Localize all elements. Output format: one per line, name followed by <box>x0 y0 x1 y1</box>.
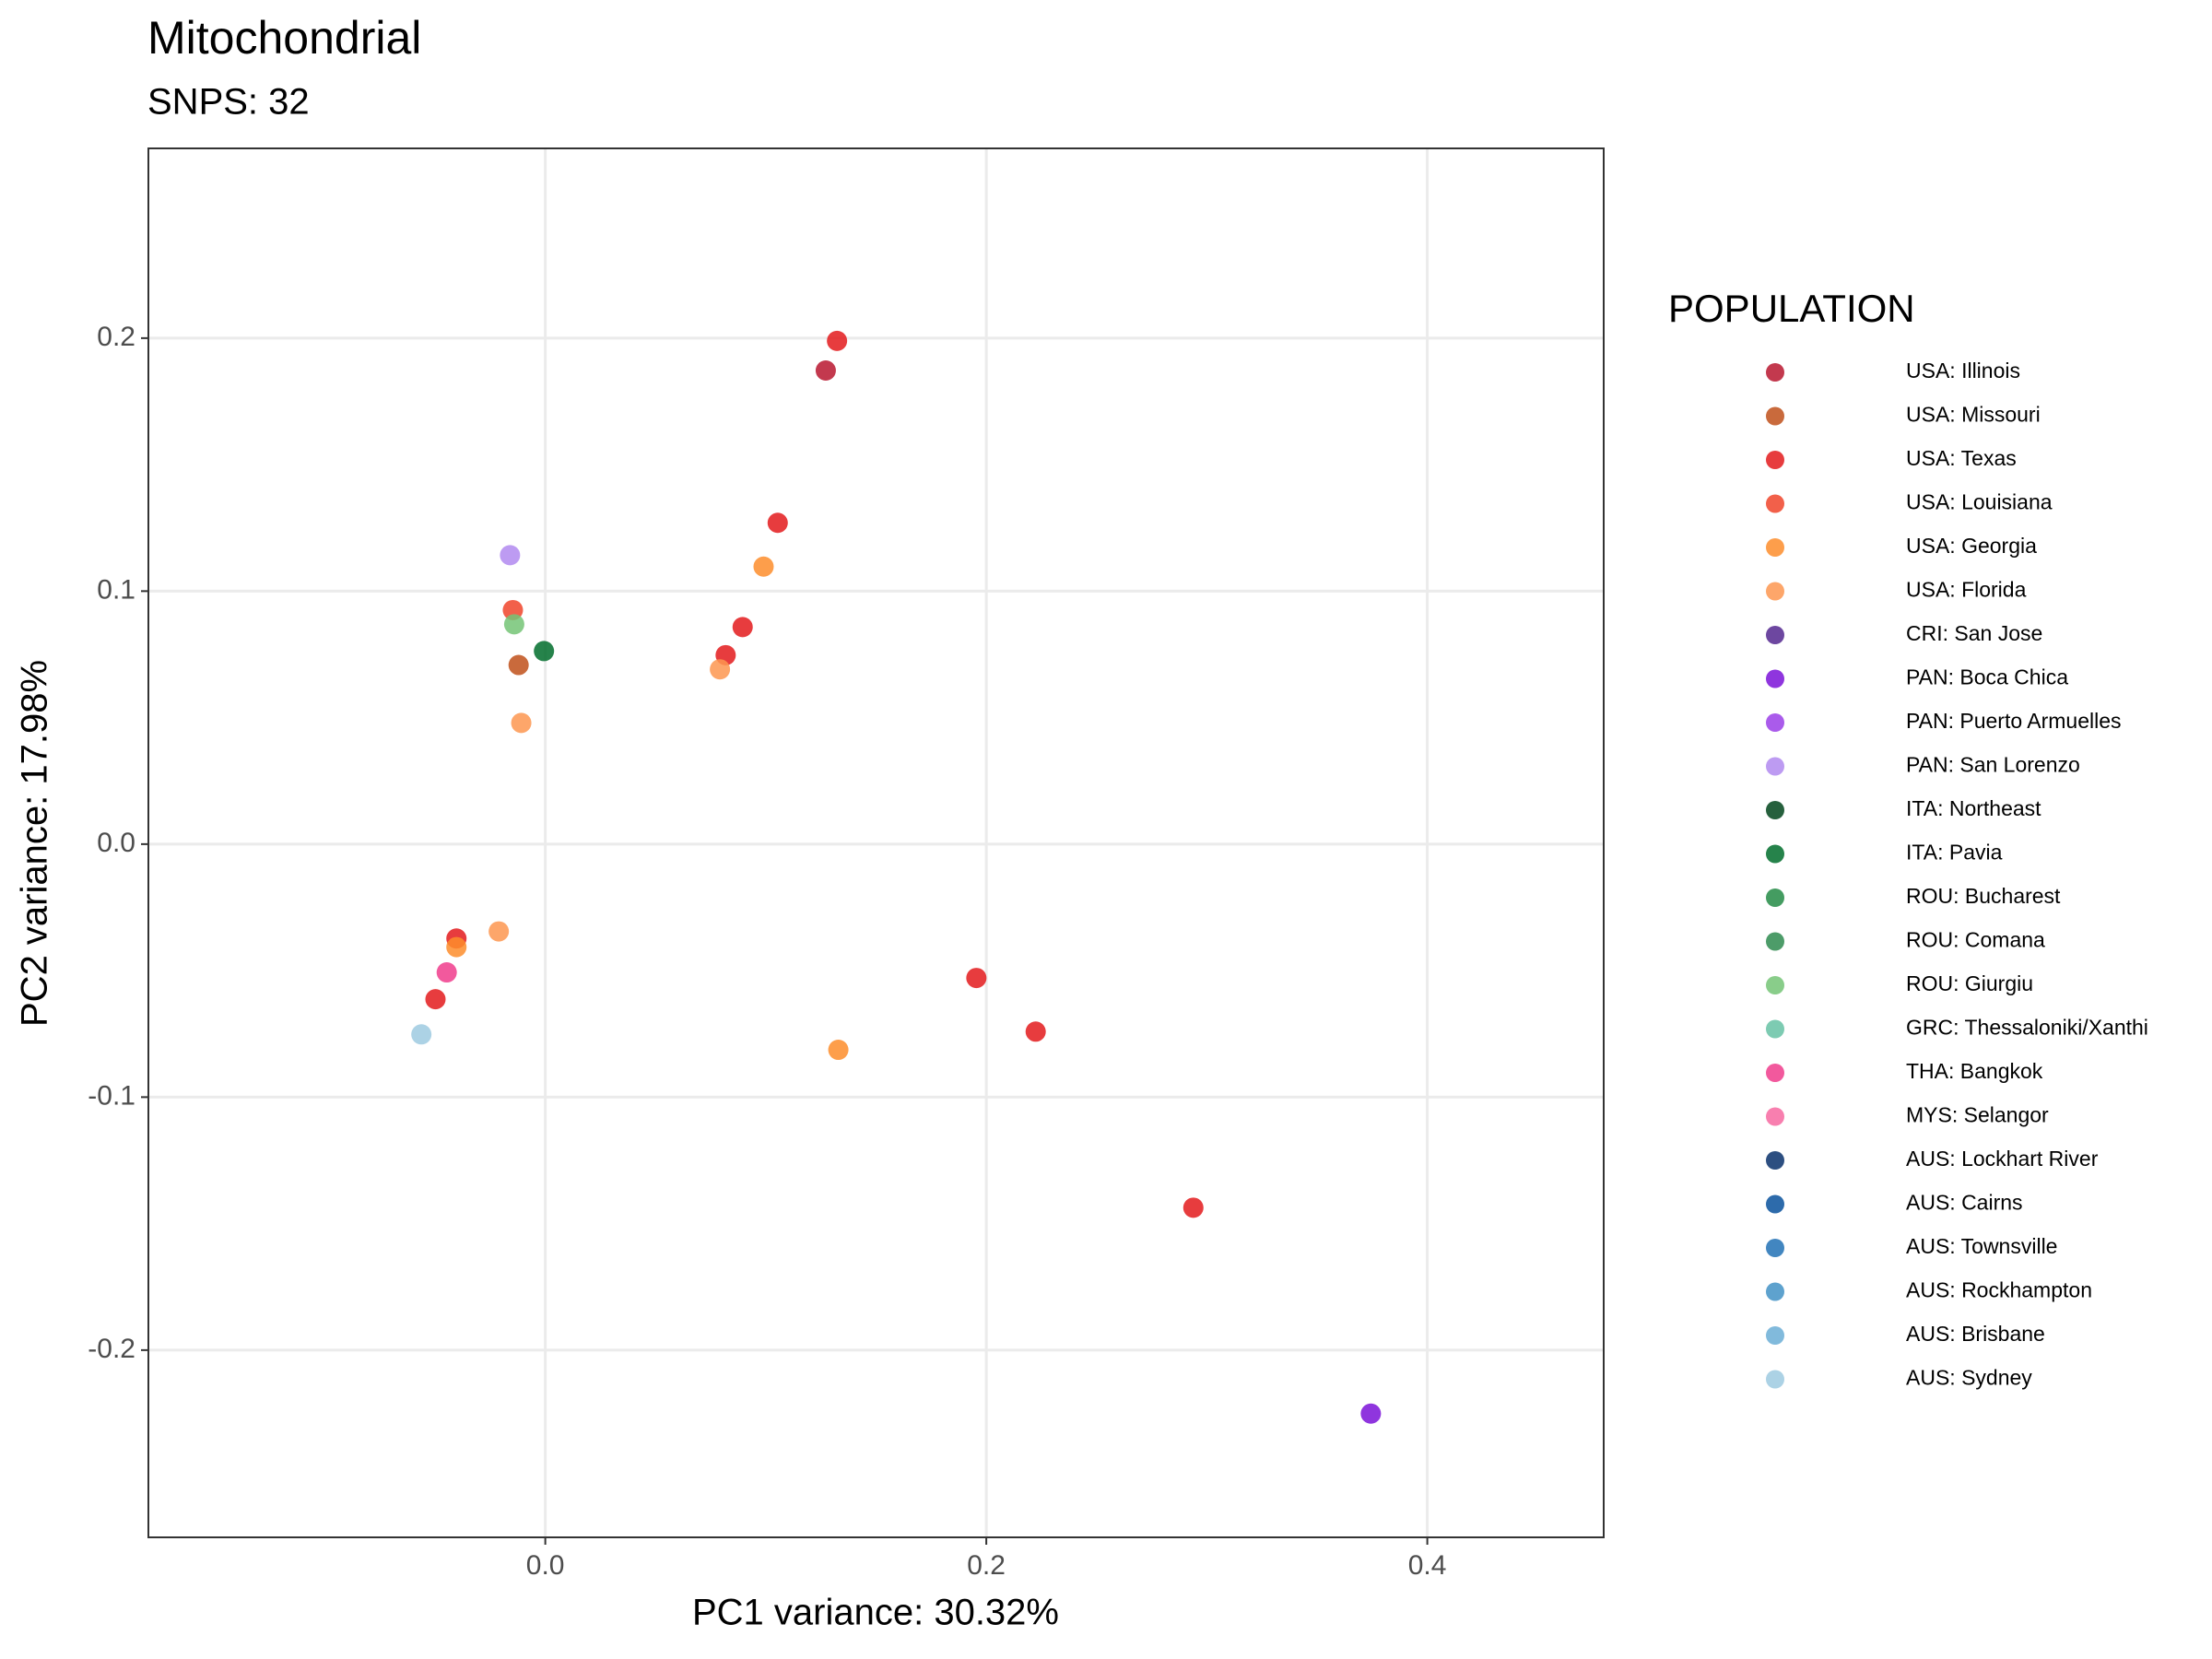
legend-swatch <box>1766 451 1784 469</box>
y-tick-label: 0.0 <box>97 828 135 858</box>
legend-label: PAN: San Lorenzo <box>1906 753 2080 777</box>
y-axis-label: PC2 variance: 17.98% <box>15 660 55 1027</box>
plot-border <box>147 147 1605 1538</box>
legend-swatch <box>1766 844 1784 864</box>
legend-label: USA: Georgia <box>1906 534 2037 558</box>
point <box>732 617 753 638</box>
point <box>753 556 774 577</box>
point <box>767 512 788 534</box>
legend-label: AUS: Cairns <box>1906 1191 2023 1215</box>
legend-title: POPULATION <box>1668 287 1915 330</box>
legend-label: AUS: Sydney <box>1906 1366 2032 1390</box>
point <box>1360 1403 1382 1424</box>
point <box>1182 1197 1204 1218</box>
point <box>828 1040 849 1061</box>
legend-label: ROU: Comana <box>1906 928 2045 952</box>
chart-title: Mitochondrial <box>147 12 421 64</box>
legend-label: AUS: Rockhampton <box>1906 1278 2092 1302</box>
legend-label: ITA: Pavia <box>1906 841 2003 865</box>
legend-swatch <box>1766 1107 1784 1126</box>
point <box>508 654 529 676</box>
legend-swatch <box>1766 1282 1784 1301</box>
legend-label: CRI: San Jose <box>1906 621 2042 645</box>
legend-swatch <box>1766 1064 1784 1082</box>
legend-swatch <box>1766 626 1784 644</box>
legend-label: AUS: Brisbane <box>1906 1322 2045 1346</box>
x-tick-label: 0.0 <box>526 1550 565 1581</box>
legend-label: PAN: Puerto Armuelles <box>1906 709 2122 733</box>
legend-swatch <box>1766 538 1784 557</box>
y-tick-label: 0.1 <box>97 574 135 605</box>
point <box>827 330 848 351</box>
legend-label: USA: Louisiana <box>1906 490 2053 514</box>
legend-swatch <box>1766 757 1784 776</box>
point <box>511 712 532 734</box>
legend-swatch <box>1766 1019 1784 1039</box>
x-tick-label: 0.4 <box>1408 1550 1447 1581</box>
legend-label: MYS: Selangor <box>1906 1103 2049 1127</box>
point <box>966 968 987 989</box>
point <box>534 641 555 662</box>
legend-swatch <box>1766 932 1784 951</box>
point <box>446 936 467 958</box>
legend-label: GRC: Thessaloniki/Xanthi <box>1906 1016 2148 1040</box>
legend-swatch <box>1766 1194 1784 1214</box>
y-tick-label: 0.2 <box>97 322 135 352</box>
legend-label: ROU: Bucharest <box>1906 884 2061 908</box>
legend-swatch <box>1766 713 1784 732</box>
legend-swatch <box>1766 1326 1784 1345</box>
legend-swatch <box>1766 801 1784 819</box>
legend-label: PAN: Boca Chica <box>1906 665 2068 689</box>
legend-label: USA: Texas <box>1906 446 2017 470</box>
legend-swatch <box>1766 669 1784 688</box>
point <box>488 921 510 942</box>
y-tick-label: -0.2 <box>88 1334 135 1364</box>
point <box>1025 1021 1046 1042</box>
legend-swatch <box>1766 1370 1784 1389</box>
x-axis-label: PC1 variance: 30.32% <box>692 1593 1059 1633</box>
legend-swatch <box>1766 363 1784 382</box>
x-tick-label: 0.2 <box>967 1550 1006 1581</box>
legend-label: ITA: Northeast <box>1906 796 2041 820</box>
legend-label: AUS: Townsville <box>1906 1234 2057 1258</box>
point <box>411 1024 432 1045</box>
legend-swatch <box>1766 1239 1784 1257</box>
legend-label: THA: Bangkok <box>1906 1059 2043 1083</box>
legend-swatch <box>1766 888 1784 907</box>
legend-swatch <box>1766 406 1784 426</box>
legend-label: USA: Illinois <box>1906 359 2020 382</box>
legend-label: USA: Florida <box>1906 578 2027 602</box>
legend-swatch <box>1766 494 1784 513</box>
point <box>425 989 446 1010</box>
chart-subtitle: SNPS: 32 <box>147 82 310 123</box>
legend-label: AUS: Lockhart River <box>1906 1147 2099 1171</box>
point <box>815 360 836 382</box>
legend-label: USA: Missouri <box>1906 403 2041 427</box>
y-tick-label: -0.1 <box>88 1080 135 1111</box>
point <box>503 614 524 635</box>
legend-label: ROU: Giurgiu <box>1906 971 2033 995</box>
legend-swatch <box>1766 1151 1784 1170</box>
point <box>710 659 731 680</box>
point <box>500 545 521 566</box>
legend-swatch <box>1766 582 1784 601</box>
legend-swatch <box>1766 976 1784 994</box>
point <box>436 962 457 983</box>
